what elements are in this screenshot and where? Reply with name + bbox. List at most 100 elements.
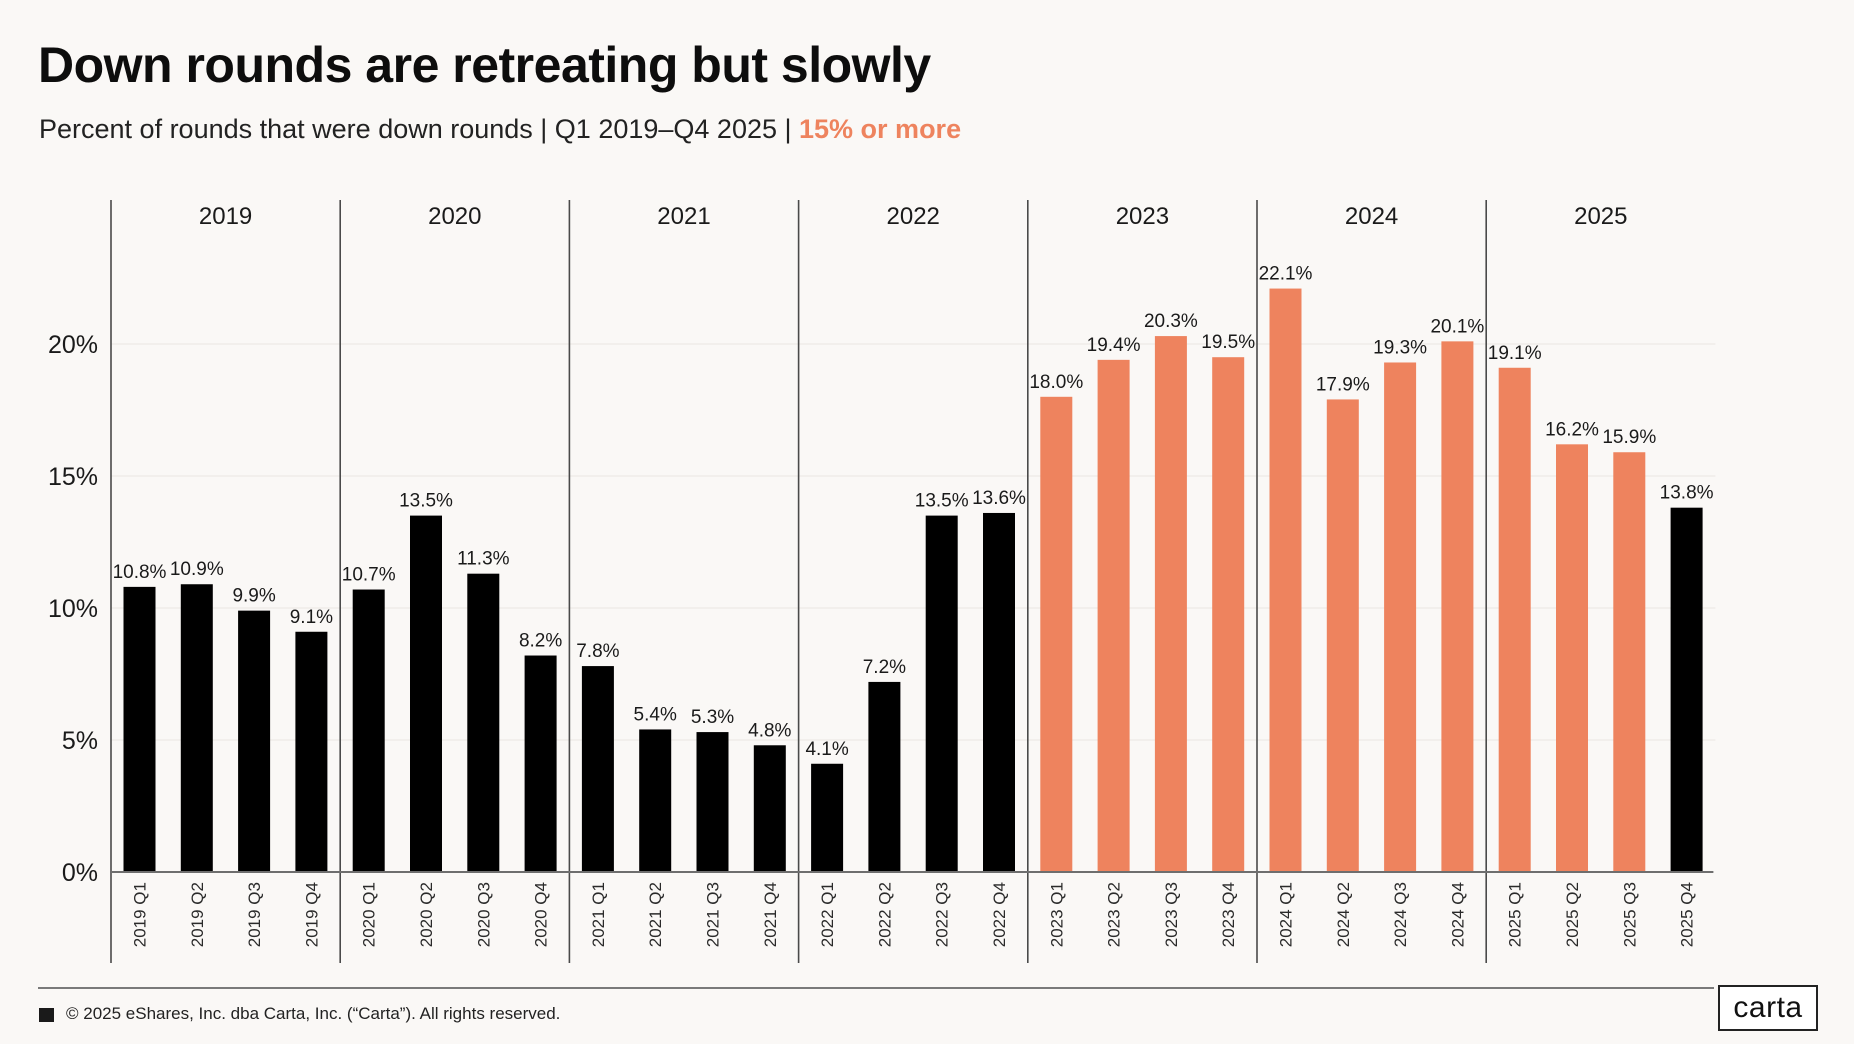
year-label: 2025 (1574, 203, 1627, 230)
x-tick-label: 2019 Q2 (188, 882, 207, 947)
x-tick-label: 2024 Q2 (1334, 882, 1353, 947)
value-label: 9.1% (290, 607, 333, 628)
x-tick-label: 2025 Q2 (1563, 882, 1582, 947)
value-label: 7.2% (863, 657, 906, 678)
x-tick-label: 2023 Q3 (1162, 882, 1181, 947)
x-tick-label: 2019 Q4 (302, 882, 321, 947)
x-tick-label: 2024 Q3 (1391, 882, 1410, 947)
year-label: 2021 (657, 203, 710, 230)
x-tick-label: 2023 Q4 (1219, 882, 1238, 947)
value-label: 19.3% (1373, 337, 1427, 358)
bar (295, 631, 328, 872)
year-label: 2022 (887, 203, 940, 230)
gridlines (111, 343, 1716, 741)
bar (639, 729, 672, 872)
logo-text: carta (1733, 991, 1803, 1024)
bar (868, 681, 901, 872)
y-tick-label: 10% (48, 595, 98, 623)
year-dividers (110, 200, 1487, 963)
x-tick-label: 2025 Q3 (1620, 882, 1639, 947)
x-tick-label: 2021 Q1 (589, 882, 608, 947)
value-label: 11.3% (457, 549, 510, 570)
bar (123, 586, 156, 872)
value-label: 5.3% (691, 707, 734, 728)
value-label: 22.1% (1259, 264, 1313, 285)
x-tick-label: 2023 Q1 (1047, 882, 1066, 947)
value-label: 18.0% (1029, 372, 1083, 393)
x-tick-label: 2021 Q3 (704, 882, 723, 947)
x-tick-label: 2025 Q1 (1506, 882, 1525, 947)
x-tick-label: 2020 Q3 (474, 882, 493, 947)
year-label: 2023 (1116, 203, 1169, 230)
x-tick-label: 2021 Q4 (761, 882, 780, 947)
bar (753, 745, 786, 872)
x-tick-label: 2020 Q4 (532, 882, 551, 947)
x-tick-label: 2021 Q2 (646, 882, 665, 947)
value-label: 9.9% (232, 586, 275, 607)
year-labels: 2019 2020 2021 2022 2023 2024 2025 (199, 203, 1628, 230)
value-label: 13.5% (915, 491, 969, 512)
year-label: 2020 (428, 203, 481, 230)
x-tick-label: 2024 Q1 (1277, 882, 1296, 947)
value-label: 4.1% (805, 739, 848, 760)
y-tick-label: 20% (48, 331, 98, 359)
bar (581, 666, 614, 872)
footer-divider (38, 987, 1714, 989)
value-label: 15.9% (1602, 427, 1656, 448)
value-label: 20.1% (1430, 316, 1484, 337)
bar (1212, 357, 1245, 872)
footer-copyright: © 2025 eShares, Inc. dba Carta, Inc. (“C… (66, 1004, 561, 1023)
bars (123, 288, 1703, 873)
y-tick-label: 5% (62, 727, 98, 755)
chart-title: Down rounds are retreating but slowly (38, 37, 931, 93)
x-tick-label: 2020 Q1 (360, 882, 379, 947)
bar (1384, 362, 1417, 872)
bar (1556, 444, 1588, 872)
value-label: 10.9% (170, 559, 224, 580)
x-axis-labels: 2019 Q1 2019 Q2 2019 Q3 2019 Q4 2020 Q1 2020 … (131, 882, 1697, 947)
y-axis-labels: 0% 5% 10% 15% 20% (48, 331, 98, 887)
value-label: 13.5% (399, 491, 453, 512)
carta-logo: carta (1718, 985, 1818, 1031)
bar (180, 584, 213, 872)
value-label: 19.5% (1201, 332, 1255, 353)
value-label: 19.1% (1488, 343, 1542, 364)
bar (1670, 507, 1703, 872)
x-tick-label: 2022 Q4 (990, 882, 1009, 947)
value-label: 17.9% (1316, 374, 1370, 395)
value-label: 4.8% (748, 720, 791, 741)
year-label: 2019 (199, 203, 252, 230)
bar (1326, 399, 1359, 872)
x-tick-label: 2025 Q4 (1678, 882, 1697, 947)
bar (811, 763, 844, 872)
bar (1154, 336, 1187, 873)
subtitle-highlight: 15% or more (799, 114, 962, 144)
x-tick-label: 2019 Q1 (131, 882, 150, 947)
bar (1040, 396, 1073, 872)
value-label: 20.3% (1144, 311, 1198, 332)
value-label: 19.4% (1087, 335, 1141, 356)
x-tick-label: 2024 Q4 (1448, 882, 1467, 947)
value-label: 16.2% (1545, 419, 1599, 440)
bar (696, 732, 729, 872)
bar (524, 655, 557, 872)
bar (1097, 359, 1130, 873)
value-label: 8.2% (519, 631, 562, 652)
x-tick-label: 2022 Q3 (933, 882, 952, 947)
bar (983, 512, 1015, 872)
year-label: 2024 (1345, 203, 1398, 230)
y-tick-label: 15% (48, 463, 98, 491)
x-tick-label: 2020 Q2 (417, 882, 436, 947)
bar (352, 589, 385, 872)
bar (1269, 288, 1302, 872)
bar (925, 515, 958, 872)
value-label: 13.6% (972, 488, 1026, 509)
y-tick-label: 0% (62, 859, 98, 887)
value-label: 10.8% (113, 562, 167, 583)
bar (467, 573, 500, 872)
value-labels: 10.8% 10.9% 9.9% 9.1% 10.7% 13.5% 11.3% 8.2% 7.8… (113, 264, 1714, 760)
x-tick-label: 2023 Q2 (1105, 882, 1124, 947)
x-tick-label: 2022 Q2 (875, 882, 894, 947)
bar (1498, 367, 1531, 872)
